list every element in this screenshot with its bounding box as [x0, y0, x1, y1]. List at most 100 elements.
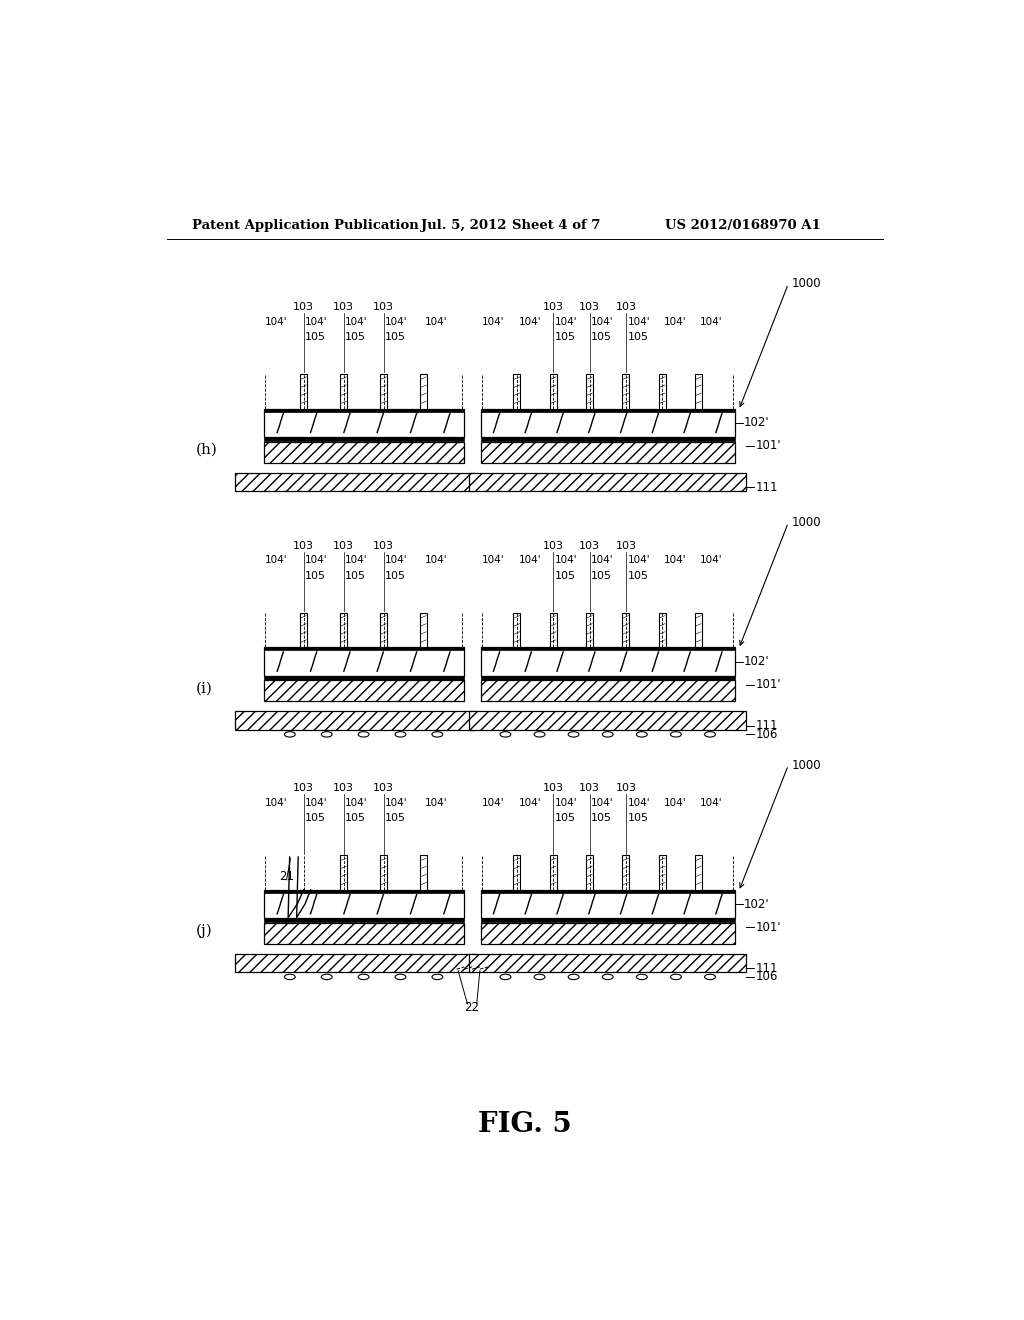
Text: 105: 105 — [555, 570, 575, 581]
Ellipse shape — [432, 731, 442, 737]
Text: 103: 103 — [543, 302, 564, 312]
Text: FIG. 5: FIG. 5 — [478, 1111, 571, 1138]
Bar — [550, 855, 557, 890]
Text: 104': 104' — [664, 797, 686, 808]
Text: 105: 105 — [345, 570, 367, 581]
Ellipse shape — [568, 974, 579, 979]
Text: 105: 105 — [628, 813, 648, 824]
Bar — [380, 855, 387, 890]
Text: 105: 105 — [305, 570, 327, 581]
Ellipse shape — [705, 731, 716, 737]
Text: 104': 104' — [345, 797, 368, 808]
Text: 104': 104' — [591, 797, 613, 808]
Ellipse shape — [568, 731, 579, 737]
Text: US 2012/0168970 A1: US 2012/0168970 A1 — [665, 219, 821, 232]
Text: 101': 101' — [756, 678, 781, 692]
Ellipse shape — [358, 974, 369, 979]
Ellipse shape — [602, 974, 613, 979]
Text: 104': 104' — [555, 556, 578, 565]
Text: 105: 105 — [345, 333, 367, 342]
Text: 21: 21 — [280, 870, 294, 883]
Text: 102': 102' — [744, 655, 770, 668]
Text: 104': 104' — [385, 556, 408, 565]
Bar — [469, 473, 746, 491]
Text: 22: 22 — [465, 1001, 479, 1014]
Text: 111: 111 — [756, 962, 778, 975]
Bar — [263, 890, 464, 892]
Text: 105: 105 — [591, 570, 612, 581]
Ellipse shape — [395, 974, 406, 979]
Text: 104': 104' — [518, 317, 541, 326]
Bar — [340, 612, 347, 647]
Text: 104': 104' — [305, 556, 328, 565]
Ellipse shape — [322, 974, 332, 979]
Text: 104': 104' — [664, 556, 686, 565]
Bar — [263, 647, 464, 676]
Text: 103: 103 — [579, 302, 600, 312]
Text: 105: 105 — [305, 813, 327, 824]
Text: 105: 105 — [628, 333, 648, 342]
Bar — [586, 374, 593, 409]
Bar — [263, 919, 464, 923]
Bar — [263, 890, 464, 919]
Text: 104': 104' — [425, 556, 447, 565]
Text: 104': 104' — [628, 797, 650, 808]
Text: 101': 101' — [756, 921, 781, 933]
Ellipse shape — [671, 731, 681, 737]
Text: Jul. 5, 2012: Jul. 5, 2012 — [421, 219, 507, 232]
Text: 104': 104' — [305, 797, 328, 808]
Bar — [480, 647, 735, 676]
Bar — [380, 612, 387, 647]
Bar — [480, 647, 735, 651]
Text: 104': 104' — [305, 317, 328, 326]
Bar — [480, 437, 735, 441]
Bar — [480, 681, 735, 701]
Text: 105: 105 — [591, 333, 612, 342]
Text: 103: 103 — [293, 783, 314, 793]
Text: 104': 104' — [555, 797, 578, 808]
Text: 104': 104' — [518, 797, 541, 808]
Text: 105: 105 — [385, 333, 407, 342]
Text: 103: 103 — [333, 302, 354, 312]
Ellipse shape — [432, 974, 442, 979]
Bar — [480, 919, 735, 923]
Text: 103: 103 — [615, 783, 636, 793]
Text: Sheet 4 of 7: Sheet 4 of 7 — [512, 219, 600, 232]
Bar — [263, 923, 464, 944]
Text: 102': 102' — [744, 416, 770, 429]
Text: 103: 103 — [293, 541, 314, 550]
Text: 111: 111 — [756, 480, 778, 494]
Text: 1000: 1000 — [792, 277, 821, 290]
Bar — [480, 676, 735, 680]
Text: 102': 102' — [744, 898, 770, 911]
Text: 104': 104' — [265, 797, 288, 808]
Bar — [658, 855, 666, 890]
Bar — [420, 855, 427, 890]
Text: 105: 105 — [385, 570, 407, 581]
Bar — [623, 612, 630, 647]
Text: 104': 104' — [700, 317, 723, 326]
Text: 103: 103 — [373, 302, 394, 312]
Ellipse shape — [395, 731, 406, 737]
Text: 105: 105 — [345, 813, 367, 824]
Bar — [480, 442, 735, 462]
Text: 104': 104' — [345, 556, 368, 565]
Text: 104': 104' — [700, 556, 723, 565]
Ellipse shape — [285, 974, 295, 979]
Bar — [513, 374, 520, 409]
Bar — [480, 409, 735, 437]
Text: 105: 105 — [305, 333, 327, 342]
Bar — [420, 612, 427, 647]
Ellipse shape — [636, 731, 647, 737]
Text: 104': 104' — [482, 556, 505, 565]
Text: (h): (h) — [197, 442, 218, 457]
Bar — [300, 612, 307, 647]
Text: 104': 104' — [628, 556, 650, 565]
Bar — [513, 612, 520, 647]
Bar — [695, 855, 702, 890]
Bar — [586, 612, 593, 647]
Text: 111: 111 — [756, 719, 778, 733]
Text: 104': 104' — [385, 797, 408, 808]
Bar — [380, 374, 387, 409]
Bar — [263, 409, 464, 412]
